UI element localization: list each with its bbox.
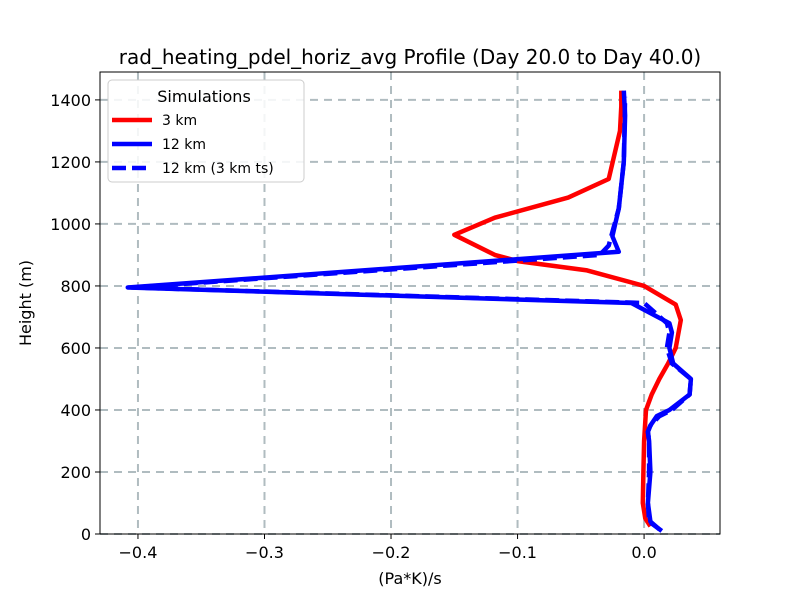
legend: Simulations 3 km 12 km 12 km (3 km ts) [107, 79, 305, 183]
x-tick-label: −0.1 [498, 543, 537, 562]
legend-title: Simulations [157, 87, 251, 106]
legend-entry-12km: 12 km [162, 137, 206, 153]
chart-title: rad_heating_pdel_horiz_avg Profile (Day … [119, 45, 701, 69]
plot-frame [99, 71, 721, 535]
x-tick-label: 0.0 [631, 543, 656, 562]
y-tick-label: 200 [60, 463, 91, 482]
x-tick-label: −0.4 [119, 543, 158, 562]
x-tick-label: −0.3 [245, 543, 284, 562]
y-tick-label: 600 [60, 339, 91, 358]
y-tick-label: 1200 [50, 153, 91, 172]
y-tick-label: 1000 [50, 215, 91, 234]
series-line-3-km [452, 90, 684, 528]
y-tick-label: 1400 [50, 91, 91, 110]
x-axis-label: (Pa*K)/s [378, 569, 441, 588]
series-lines [125, 90, 694, 533]
legend-entry-12km-3kmts: 12 km (3 km ts) [162, 161, 274, 177]
legend-entry-3km: 3 km [162, 113, 197, 129]
y-axis-label: Height (m) [16, 260, 35, 346]
y-tick-label: 800 [60, 277, 91, 296]
series-line-12-km-3-km-ts [129, 96, 694, 533]
legend-frame [107, 79, 305, 183]
axis-ticks: −0.4 −0.3 −0.2 −0.1 0.0 0 200 400 600 800 1000 1200… [50, 91, 657, 562]
y-tick-label: 400 [60, 401, 91, 420]
y-tick-label: 0 [81, 525, 91, 544]
x-tick-label: −0.2 [372, 543, 411, 562]
